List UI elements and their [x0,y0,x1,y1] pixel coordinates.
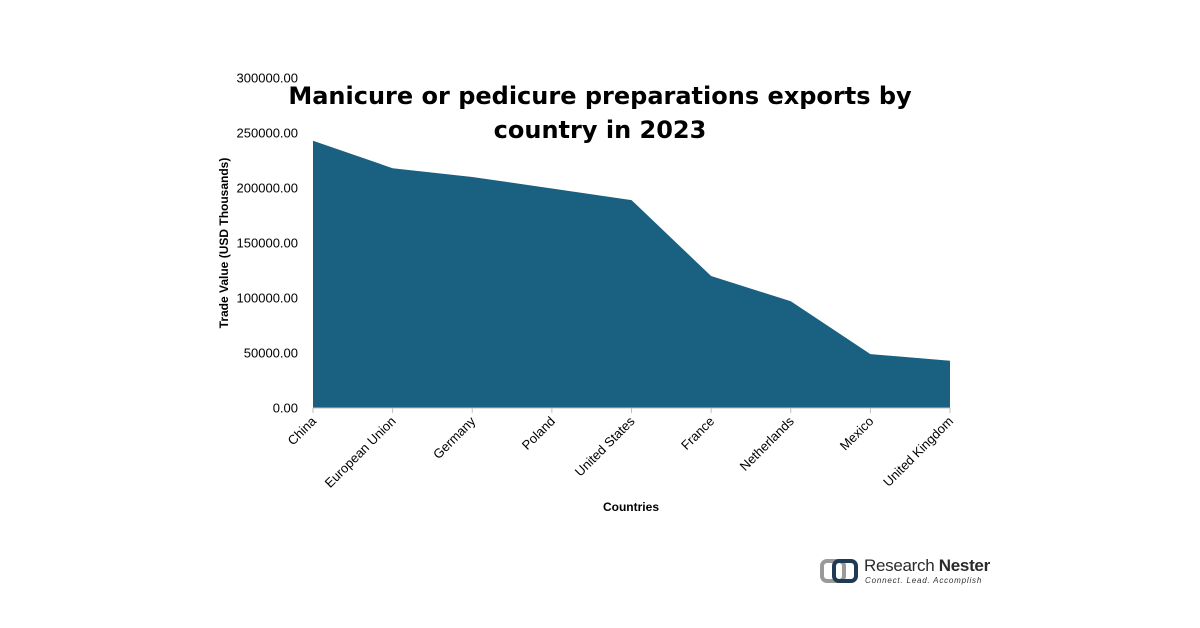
x-tick-label: Poland [519,414,558,453]
y-axis-title: Trade Value (USD Thousands) [217,158,231,329]
chart-title-line: Manicure or pedicure preparations export… [288,82,912,110]
x-axis-title: Countries [603,500,659,514]
y-axis: 0.00 50000.00 100000.00 150000.00 200000.00 2… [237,71,298,416]
y-tick-label: 100000.00 [237,291,298,306]
x-tick-label: China [284,413,319,448]
plot-area [312,140,951,408]
y-tick-label: 50000.00 [244,346,298,361]
chart-title: Manicure or pedicure preparations export… [288,82,912,144]
logo-tagline: Connect. Lead. Accomplish [865,576,983,585]
x-tick-label: United Kingdom [880,414,956,490]
chart-title-line: country in 2023 [494,116,707,144]
x-tick-label: France [678,414,717,453]
logo-name: Research Nester [864,556,990,576]
logo-name-part2: Nester [938,556,990,575]
x-tick-label: Germany [430,413,479,462]
x-tick-label: European Union [322,414,399,491]
research-nester-logo-icon [820,559,858,583]
research-nester-logo: Research Nester Connect. Lead. Accomplis… [820,556,990,588]
y-tick-label: 200000.00 [237,181,298,196]
x-tick-label: Netherlands [737,413,798,474]
x-tick-label: Mexico [837,414,877,454]
logo-name-part1: Research [864,556,939,575]
area-series [313,140,950,408]
x-tick-label: United States [572,413,638,479]
y-tick-label: 250000.00 [237,126,298,141]
y-tick-label: 150000.00 [237,236,298,251]
y-tick-label: 300000.00 [237,71,298,86]
x-axis: China European Union Germany Poland United S… [284,407,956,491]
y-tick-label: 0.00 [273,401,298,416]
